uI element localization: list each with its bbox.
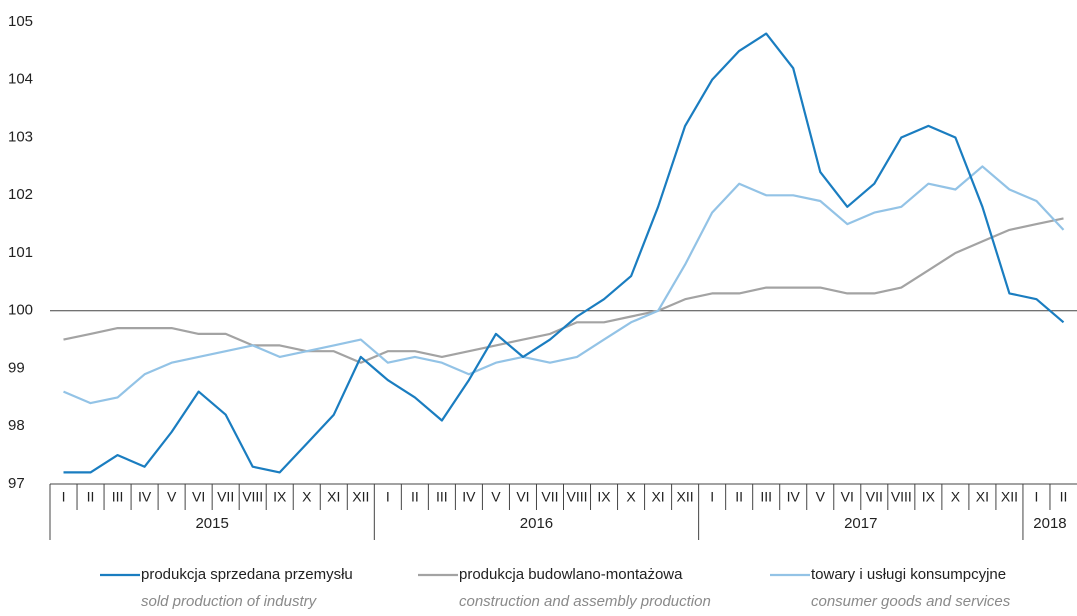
x-tick-label: V: [167, 489, 177, 505]
series-line: [63, 217, 1064, 364]
x-tick-label: IV: [787, 489, 801, 505]
x-tick-label: XI: [976, 489, 989, 505]
x-tick-label: VI: [516, 489, 529, 505]
y-tick-label: 99: [8, 359, 25, 376]
x-tick-label: V: [491, 489, 501, 505]
y-tick-label: 104: [8, 71, 33, 88]
year-label: 2016: [520, 515, 553, 532]
x-tick-label: X: [626, 489, 636, 505]
year-label: 2018: [1033, 515, 1066, 532]
y-tick-label: 105: [8, 13, 33, 30]
x-tick-label: IV: [138, 489, 152, 505]
x-tick-label: VIII: [567, 489, 588, 505]
x-tick-label: VI: [841, 489, 854, 505]
y-tick-label: 103: [8, 128, 33, 145]
x-tick-label: XI: [327, 489, 340, 505]
x-tick-label: IX: [273, 489, 287, 505]
y-tick-label: 100: [8, 302, 33, 319]
x-tick-label: VIII: [891, 489, 912, 505]
y-tick-label: 97: [8, 475, 25, 492]
x-tick-label: II: [735, 489, 743, 505]
x-tick-label: IV: [462, 489, 476, 505]
x-tick-label: II: [87, 489, 95, 505]
legend-label-en: consumer goods and services: [811, 593, 1011, 610]
x-tick-label: IX: [597, 489, 611, 505]
x-tick-label: III: [436, 489, 448, 505]
legend-label-en: construction and assembly production: [459, 593, 711, 610]
x-tick-label: I: [710, 489, 714, 505]
x-tick-label: VII: [541, 489, 558, 505]
legend-label-en: sold production of industry: [141, 593, 318, 610]
x-tick-label: V: [816, 489, 826, 505]
x-tick-label: III: [112, 489, 124, 505]
x-tick-label: VIII: [242, 489, 263, 505]
x-tick-label: IX: [922, 489, 936, 505]
x-tick-label: XII: [1001, 489, 1018, 505]
x-tick-label: XII: [677, 489, 694, 505]
x-tick-label: VII: [217, 489, 234, 505]
x-tick-label: I: [62, 489, 66, 505]
series-line: [63, 32, 1065, 474]
year-label: 2015: [195, 515, 228, 532]
year-label: 2017: [844, 515, 877, 532]
x-tick-label: XI: [651, 489, 664, 505]
legend-label: produkcja budowlano-montażowa: [459, 566, 683, 583]
x-tick-label: X: [951, 489, 961, 505]
x-tick-label: II: [1060, 489, 1068, 505]
y-tick-label: 98: [8, 417, 25, 434]
y-tick-label: 102: [8, 186, 33, 203]
x-tick-label: III: [760, 489, 772, 505]
y-tick-label: 101: [8, 244, 33, 261]
x-tick-label: II: [411, 489, 419, 505]
x-tick-label: X: [302, 489, 312, 505]
x-tick-label: XII: [352, 489, 369, 505]
legend-label: towary i usługi konsumpcyjne: [811, 566, 1006, 583]
x-tick-label: VII: [866, 489, 883, 505]
legend-label: produkcja sprzedana przemysłu: [141, 566, 353, 583]
x-tick-label: I: [1035, 489, 1039, 505]
series-line: [63, 165, 1065, 405]
x-tick-label: VI: [192, 489, 205, 505]
x-tick-label: I: [386, 489, 390, 505]
